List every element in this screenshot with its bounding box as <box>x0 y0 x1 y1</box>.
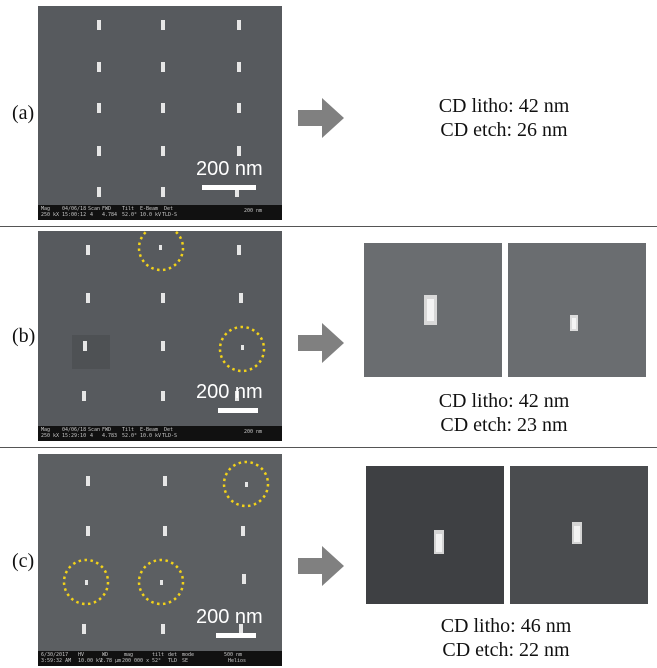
pillar-array <box>72 231 266 401</box>
highlight-circle <box>62 558 110 606</box>
arrow-icon <box>298 546 344 586</box>
highlight-circle <box>137 558 185 606</box>
zoom-image-right <box>510 466 648 604</box>
panel-divider <box>0 226 657 227</box>
arrow-icon <box>298 98 344 138</box>
zoom-image-left <box>366 466 504 604</box>
highlight-circle <box>222 460 270 508</box>
panel-divider <box>0 447 657 448</box>
sem-image: 200 nm Mag 250 kX 04/06/18 15:00:12 Scan… <box>38 6 282 220</box>
cd-litho: CD litho: 42 nm <box>438 95 570 117</box>
sem-image: 200 nm Mag 250 kX 04/06/18 15:29:10 Scan… <box>38 231 282 441</box>
highlight-circle <box>137 231 185 272</box>
zoom-image-left <box>364 243 502 377</box>
cd-text: CD litho: 42 nm CD etch: 23 nm <box>384 389 624 437</box>
scale-label: 200 nm <box>196 606 263 628</box>
scale-label: 200 nm <box>196 381 263 403</box>
pillar-array <box>97 20 241 197</box>
scale-bar <box>218 408 258 413</box>
highlight-circle <box>218 325 266 373</box>
zoom-image-right <box>508 243 646 377</box>
pillar-array <box>62 460 270 634</box>
sem-databar: Mag 250 kX 04/06/18 15:00:12 Scan 4 FWD … <box>38 205 282 220</box>
panel-label: (b) <box>12 325 36 347</box>
scale-bar <box>202 185 256 190</box>
cd-litho: CD litho: 46 nm <box>440 615 572 637</box>
arrow-icon <box>298 323 344 363</box>
cd-etch: CD etch: 22 nm <box>442 639 570 661</box>
scale-bar <box>216 633 256 638</box>
panel-c: (c) 200 nm 6/30/2017 3:59:32 AM HV 10.0 <box>0 448 657 668</box>
scale-label: 200 nm <box>196 158 263 180</box>
sem-databar: 6/30/2017 3:59:32 AM HV 10.00 kV WD 2.78… <box>38 651 282 666</box>
sem-databar: Mag 250 kX 04/06/18 15:29:10 Scan 4 FWD … <box>38 426 282 441</box>
panel-label: (c) <box>12 550 35 572</box>
cd-text: CD litho: 42 nm CD etch: 26 nm <box>384 94 624 142</box>
cd-litho: CD litho: 42 nm <box>438 390 570 412</box>
cd-text: CD litho: 46 nm CD etch: 22 nm <box>386 614 626 662</box>
cd-etch: CD etch: 26 nm <box>440 119 568 141</box>
cd-etch: CD etch: 23 nm <box>440 414 568 436</box>
panel-label: (a) <box>12 102 35 124</box>
panel-a: (a) 200 nm Mag 250 kX 04/06/18 15:00:12 … <box>0 0 657 226</box>
panel-b: (b) 200 nm Mag 250 kX 04/06/18 15:29:10 <box>0 227 657 447</box>
sem-image: 200 nm 6/30/2017 3:59:32 AM HV 10.00 kV … <box>38 454 282 666</box>
